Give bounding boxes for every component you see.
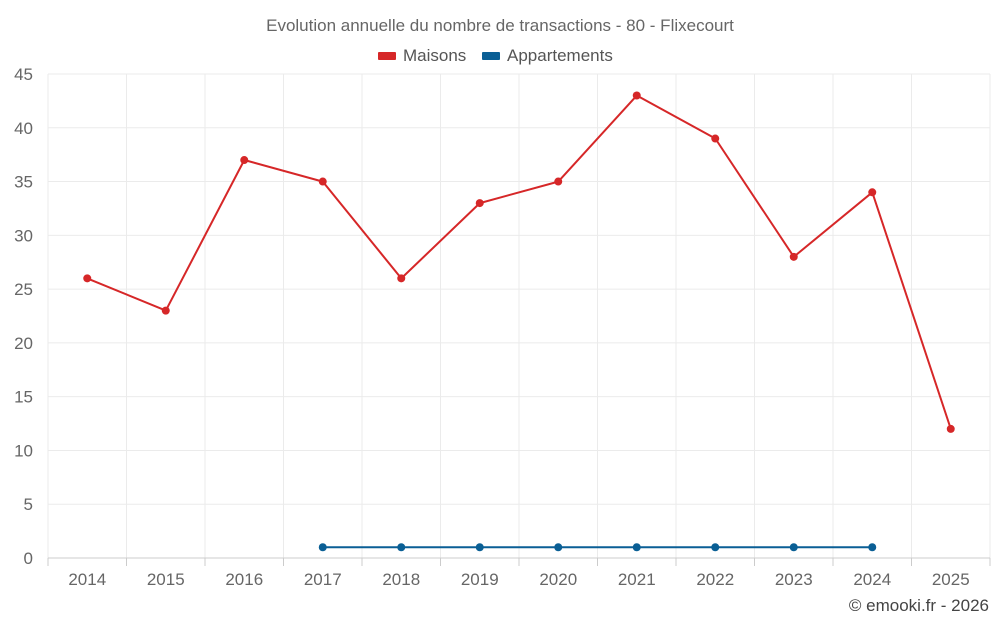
x-tick-label: 2016 <box>225 570 263 589</box>
data-point-maisons[interactable] <box>475 199 484 208</box>
x-tick-label: 2018 <box>382 570 420 589</box>
data-point-appartements[interactable] <box>318 543 327 552</box>
legend-swatch-maisons <box>378 52 396 60</box>
x-tick-label: 2021 <box>618 570 656 589</box>
data-point-maisons[interactable] <box>161 306 170 315</box>
data-point-maisons[interactable] <box>83 274 92 283</box>
data-point-maisons[interactable] <box>868 188 877 197</box>
series <box>83 91 955 552</box>
y-tick-label: 10 <box>14 441 33 460</box>
data-point-appartements[interactable] <box>554 543 563 552</box>
data-point-maisons[interactable] <box>554 177 563 186</box>
x-tick-label: 2017 <box>304 570 342 589</box>
y-tick-label: 5 <box>24 495 33 514</box>
legend: Maisons Appartements <box>378 46 613 65</box>
x-tick-label: 2019 <box>461 570 499 589</box>
credit: © emooki.fr - 2026 <box>849 596 989 615</box>
chart-title: Evolution annuelle du nombre de transact… <box>266 16 734 35</box>
data-point-appartements[interactable] <box>397 543 406 552</box>
series-line-maisons <box>86 94 952 430</box>
data-point-appartements[interactable] <box>789 543 798 552</box>
data-point-appartements[interactable] <box>711 543 720 552</box>
legend-label-maisons: Maisons <box>403 46 466 65</box>
data-point-maisons[interactable] <box>397 274 406 283</box>
y-tick-label: 20 <box>14 334 33 353</box>
y-tick-label: 0 <box>24 549 33 568</box>
y-tick-label: 30 <box>14 226 33 245</box>
legend-item-appartements[interactable]: Appartements <box>482 46 613 65</box>
x-axis: 2014 2015 2016 2017 2018 2019 2020 2021 2022 2023… <box>47 557 991 589</box>
x-tick-label: 2025 <box>932 570 970 589</box>
data-point-appartements[interactable] <box>868 543 877 552</box>
data-point-maisons[interactable] <box>789 252 798 261</box>
data-point-maisons[interactable] <box>632 91 641 100</box>
data-point-maisons[interactable] <box>240 156 249 165</box>
y-tick-label: 35 <box>14 173 33 192</box>
legend-item-maisons[interactable]: Maisons <box>378 46 466 65</box>
x-tick-label: 2022 <box>696 570 734 589</box>
data-point-maisons[interactable] <box>946 424 955 433</box>
legend-label-appartements: Appartements <box>507 46 613 65</box>
data-point-appartements[interactable] <box>475 543 484 552</box>
x-tick-label: 2014 <box>68 570 106 589</box>
y-tick-label: 25 <box>14 280 33 299</box>
x-tick-label: 2023 <box>775 570 813 589</box>
y-tick-label: 40 <box>14 119 33 138</box>
x-tick-label: 2024 <box>853 570 891 589</box>
y-axis: 0 5 10 15 20 25 30 35 40 45 <box>14 65 33 568</box>
y-tick-label: 15 <box>14 388 33 407</box>
legend-swatch-appartements <box>482 52 500 60</box>
data-point-appartements[interactable] <box>632 543 641 552</box>
x-tick-label: 2015 <box>147 570 185 589</box>
y-tick-label: 45 <box>14 65 33 84</box>
data-point-maisons[interactable] <box>318 177 327 186</box>
x-tick-label: 2020 <box>539 570 577 589</box>
grid <box>47 73 991 558</box>
data-point-maisons[interactable] <box>711 134 720 143</box>
